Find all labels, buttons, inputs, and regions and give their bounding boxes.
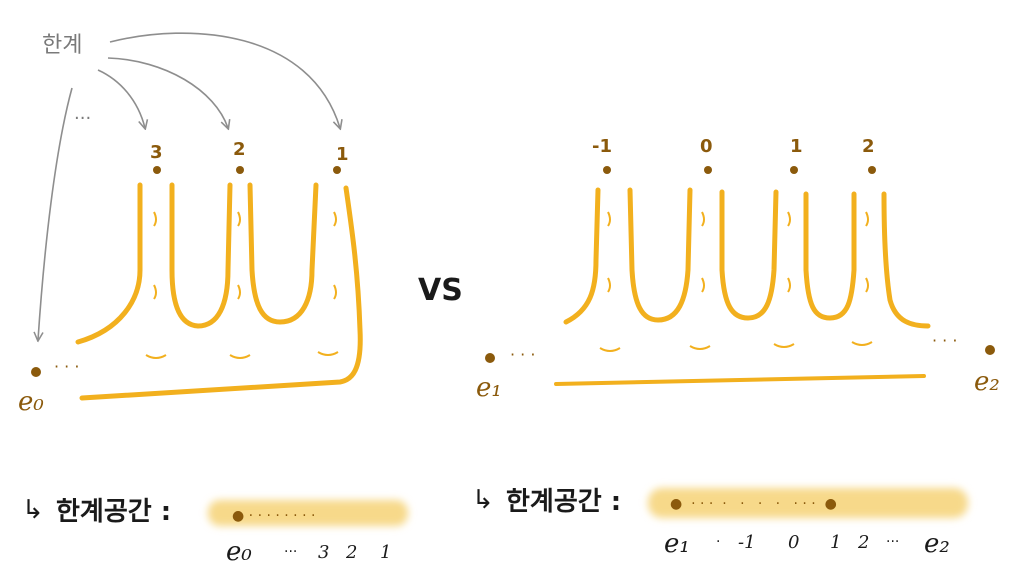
left-tick-label-1: 1 — [336, 144, 349, 165]
left-ellipsis: ··· — [74, 108, 91, 129]
left-base-point-label: e₀ — [18, 387, 44, 417]
left-dot-3 — [153, 166, 161, 174]
bottom-right-axis-neg1: -1 — [738, 532, 756, 553]
right-dot-neg1 — [603, 166, 611, 174]
bottom-right-axis-e2: e₂ — [924, 529, 950, 559]
right-tick-label-0: 0 — [700, 136, 713, 157]
bottom-right-axis-1: 1 — [830, 532, 841, 553]
bottom-left-caption: 한계공간 : — [56, 497, 171, 527]
bottom-left-arrow-glyph: ↳ — [22, 495, 44, 525]
limit-arrow-to-3 — [97, 69, 145, 128]
limit-label: 한계 — [42, 33, 82, 58]
bottom-right-axis-ellipsis: ··· — [886, 534, 899, 550]
right-base-line — [554, 374, 926, 386]
bottom-right-axis-dot: · — [716, 534, 720, 550]
bottom-right-axis-0: 0 — [788, 532, 799, 553]
right-tick-label-1: 1 — [790, 136, 803, 157]
left-trail-dots: · · · — [54, 357, 79, 376]
right-tick-label-neg1: -1 — [592, 136, 612, 157]
right-tube-marks — [599, 211, 873, 352]
right-left-point — [485, 353, 495, 363]
right-right-point-label: e₂ — [974, 367, 1000, 397]
right-dot-2 — [868, 166, 876, 174]
right-dot-1 — [790, 166, 798, 174]
right-right-trail: · · · — [932, 331, 957, 350]
left-dot-1 — [333, 166, 341, 174]
left-base-point — [31, 367, 41, 377]
right-figure: -1 0 1 2 · · · e₁ · · · e₂ — [476, 136, 1000, 403]
left-tick-label-3: 3 — [150, 142, 163, 163]
bottom-right-band-dots: ● · · · · · · · · · · ● — [670, 496, 837, 512]
right-tube-outline — [563, 187, 931, 329]
bottom-right-caption-group: ↳ 한계공간 : ● · · · · · · · · · · ● e₁ · -1… — [472, 485, 968, 559]
limit-arrow-to-1 — [109, 32, 340, 128]
bottom-right-band — [648, 488, 968, 518]
bottom-left-axis-ellipsis: ··· — [284, 544, 297, 560]
bottom-right-arrow-glyph: ↳ — [472, 485, 494, 515]
bottom-left-axis-1: 1 — [380, 542, 391, 563]
right-left-point-label: e₁ — [476, 373, 502, 403]
bottom-left-axis-2: 2 — [345, 542, 357, 563]
left-figure: 한계 ··· 3 2 1 · · · e₀ — [18, 32, 363, 417]
limit-arrow-to-2 — [107, 57, 228, 128]
bottom-left-band — [208, 500, 408, 526]
bottom-right-axis-e1: e₁ — [664, 529, 690, 559]
bottom-left-caption-group: ↳ 한계공간 : ● · · · · · · · · e₀ ··· 3 2 1 — [22, 495, 408, 567]
left-tube-outline — [75, 182, 363, 401]
right-tick-label-2: 2 — [862, 136, 875, 157]
bottom-right-axis-2: 2 — [857, 532, 869, 553]
bottom-right-caption: 한계공간 : — [506, 487, 621, 517]
left-dot-2 — [236, 166, 244, 174]
right-dot-0 — [704, 166, 712, 174]
left-tick-label-2: 2 — [233, 139, 246, 160]
bottom-left-band-dots: ● · · · · · · · · — [232, 508, 315, 524]
left-tube-marks — [145, 211, 339, 359]
right-left-trail: · · · — [510, 345, 535, 364]
bottom-left-axis-e0: e₀ — [226, 537, 252, 567]
limit-arrow-to-base — [38, 87, 73, 340]
vs-label: VS — [418, 273, 463, 308]
bottom-left-axis-3: 3 — [318, 542, 329, 563]
right-right-point — [985, 345, 995, 355]
